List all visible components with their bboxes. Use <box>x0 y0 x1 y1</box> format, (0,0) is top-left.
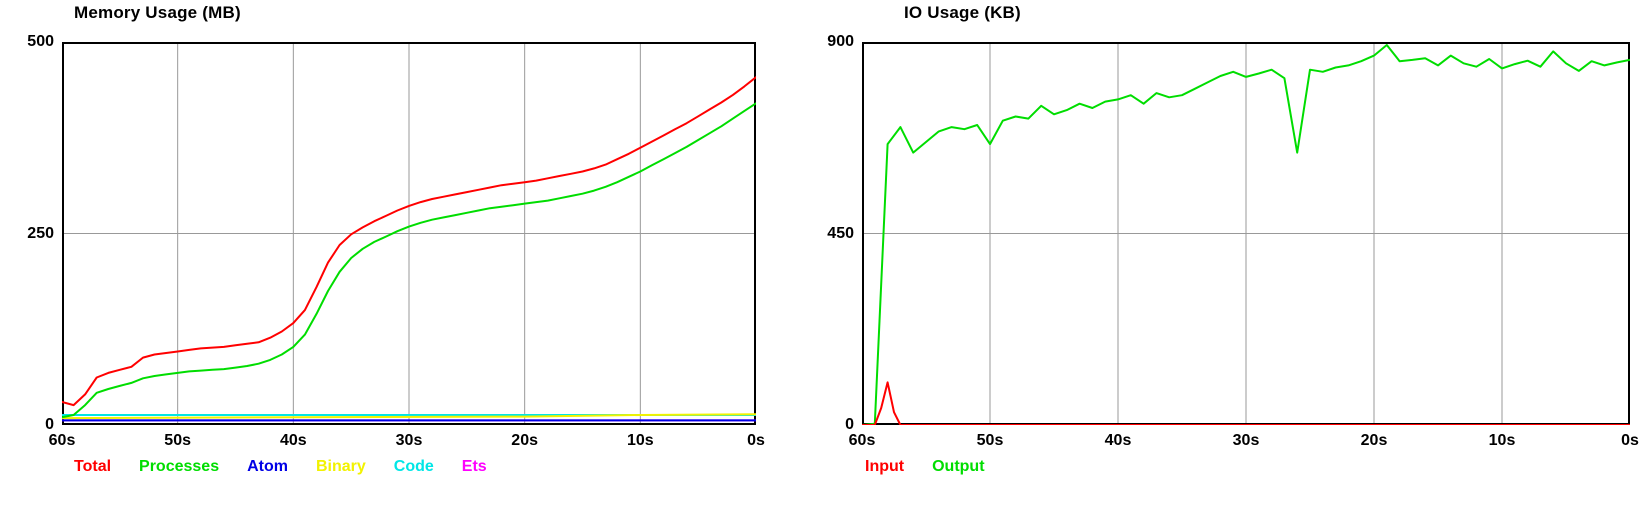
io-legend: Input Output <box>865 458 985 476</box>
x-tick-label: 10s <box>626 432 654 449</box>
legend-item-atom: Atom <box>247 458 288 475</box>
x-tick-label: 0s <box>747 432 765 449</box>
legend-item-code: Code <box>393 458 434 475</box>
legend-item-total: Total <box>74 458 112 475</box>
legend-item-ets: Ets <box>461 458 487 475</box>
io-chart-title: IO Usage (KB) <box>904 3 1021 22</box>
x-tick-label: 20s <box>1360 432 1388 449</box>
memory-chart-title: Memory Usage (MB) <box>74 3 241 22</box>
y-tick-label: 250 <box>27 225 54 242</box>
x-tick-label: 20s <box>511 432 538 449</box>
memory-legend: Total Processes Atom Binary Code Ets <box>74 458 487 476</box>
memory-usage-panel: Memory Usage (MB) 500 250 0 60s 50s 40s … <box>0 0 790 512</box>
x-tick-label: 50s <box>976 432 1004 449</box>
y-tick-label: 500 <box>27 33 54 50</box>
y-tick-label: 450 <box>827 225 854 242</box>
y-tick-label: 900 <box>827 33 854 50</box>
y-tick-label: 0 <box>845 416 854 433</box>
x-tick-label: 40s <box>1104 432 1132 449</box>
x-tick-label: 60s <box>48 432 76 449</box>
x-tick-label: 10s <box>1488 432 1516 449</box>
io-usage-panel: IO Usage (KB) 900 450 0 60s 50s 40s 30s … <box>800 0 1643 512</box>
legend-item-processes: Processes <box>139 458 220 475</box>
x-tick-label: 40s <box>279 432 307 449</box>
memory-usage-plot <box>62 42 756 425</box>
io-usage-plot <box>862 42 1630 425</box>
x-tick-label: 30s <box>395 432 423 449</box>
x-tick-label: 50s <box>164 432 191 449</box>
x-tick-label: 30s <box>1232 432 1260 449</box>
x-tick-label: 0s <box>1621 432 1639 449</box>
legend-item-input: Input <box>865 458 905 475</box>
legend-item-binary: Binary <box>315 458 366 475</box>
x-tick-label: 60s <box>848 432 876 449</box>
legend-item-output: Output <box>932 458 985 475</box>
y-tick-label: 0 <box>45 416 54 433</box>
